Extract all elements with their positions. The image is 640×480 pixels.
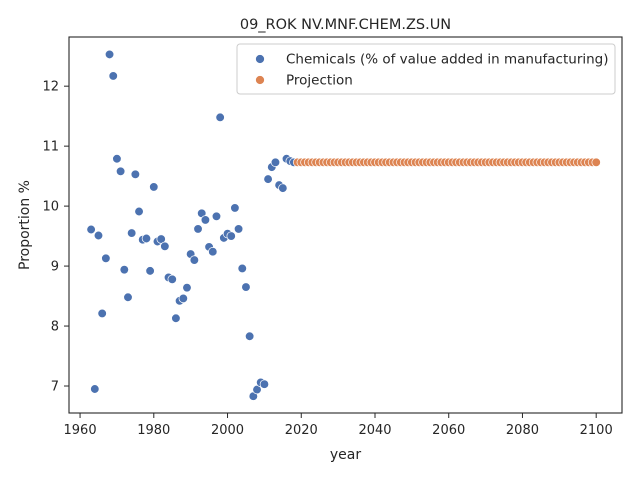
data-point-chemicals-1963 bbox=[86, 224, 96, 235]
data-point-chemicals-1972 bbox=[119, 265, 129, 275]
data-point-chemicals-1979 bbox=[145, 266, 155, 276]
data-point-chemicals-1964 bbox=[90, 384, 100, 394]
data-point-chemicals-1988 bbox=[178, 293, 188, 304]
data-point-chemicals-1978 bbox=[141, 233, 152, 244]
x-tick-label: 2040 bbox=[358, 423, 391, 438]
legend-label-chemicals: Chemicals (% of value added in manufactu… bbox=[286, 52, 609, 68]
y-axis-label: Proportion % bbox=[17, 180, 33, 270]
y-tick-label: 9 bbox=[51, 260, 59, 275]
data-point-chemicals-1986 bbox=[171, 313, 181, 323]
plot-area bbox=[86, 49, 601, 401]
legend: Chemicals (% of value added in manufactu… bbox=[236, 43, 616, 95]
plot-frame bbox=[68, 36, 623, 414]
legend-label-projection: Projection bbox=[286, 73, 353, 89]
data-point-chemicals-1970 bbox=[112, 154, 122, 164]
legend-box bbox=[236, 43, 616, 95]
x-tick-label: 2080 bbox=[506, 423, 539, 438]
data-point-chemicals-1992 bbox=[193, 224, 203, 234]
data-point-chemicals-1967 bbox=[101, 253, 111, 263]
data-point-chemicals-1966 bbox=[97, 308, 107, 319]
data-point-chemicals-2008 bbox=[252, 384, 262, 395]
y-tick-label: 8 bbox=[51, 320, 59, 335]
legend-marker-chemicals bbox=[255, 54, 265, 64]
data-point-chemicals-1969 bbox=[108, 71, 118, 81]
y-tick-label: 7 bbox=[51, 380, 59, 395]
x-tick-label: 2100 bbox=[580, 423, 613, 438]
y-axis: 7 8 9 10 11 12 bbox=[42, 80, 69, 395]
x-axis: 1960 1980 2000 2020 2040 2060 2080 2100 bbox=[64, 413, 613, 438]
data-point-chemicals-1983 bbox=[160, 241, 170, 251]
data-point-chemicals-2006 bbox=[244, 331, 255, 341]
x-tick-label: 1960 bbox=[64, 423, 97, 438]
data-point-chemicals-1975 bbox=[130, 169, 141, 179]
data-point-chemicals-1996 bbox=[208, 247, 218, 257]
data-point-chemicals-1973 bbox=[123, 292, 133, 302]
data-point-chemicals-2015 bbox=[278, 183, 288, 193]
y-tick-label: 12 bbox=[42, 80, 59, 95]
data-point-chemicals-2002 bbox=[230, 203, 240, 213]
data-point-chemicals-2011 bbox=[263, 174, 273, 184]
legend-marker-projection bbox=[255, 75, 265, 85]
data-point-chemicals-1980 bbox=[149, 182, 159, 192]
chart-title: 09_ROK NV.MNF.CHEM.ZS.UN bbox=[240, 17, 451, 33]
data-point-projection-2100 bbox=[591, 157, 601, 167]
data-point-chemicals-1989 bbox=[182, 283, 192, 293]
y-tick-label: 11 bbox=[42, 140, 59, 155]
data-point-chemicals-2004 bbox=[237, 263, 247, 274]
data-point-chemicals-1965 bbox=[93, 230, 104, 241]
data-point-chemicals-1998 bbox=[215, 112, 225, 123]
x-tick-label: 2060 bbox=[432, 423, 465, 438]
x-tick-label: 2020 bbox=[285, 423, 318, 438]
x-tick-label: 1980 bbox=[137, 423, 170, 438]
y-tick-label: 10 bbox=[42, 200, 59, 215]
data-point-chemicals-1976 bbox=[134, 206, 144, 217]
data-point-chemicals-2003 bbox=[233, 224, 244, 234]
data-point-chemicals-2010 bbox=[259, 379, 270, 389]
data-point-chemicals-1997 bbox=[211, 211, 222, 221]
x-axis-label: year bbox=[330, 447, 361, 463]
data-point-chemicals-1982 bbox=[156, 234, 166, 244]
data-point-chemicals-2005 bbox=[241, 282, 251, 292]
data-point-chemicals-1991 bbox=[189, 255, 200, 265]
data-point-chemicals-1974 bbox=[127, 228, 137, 238]
data-point-chemicals-2013 bbox=[270, 157, 281, 167]
data-point-chemicals-1968 bbox=[104, 49, 115, 60]
data-point-chemicals-1971 bbox=[115, 166, 126, 176]
x-tick-label: 2000 bbox=[211, 423, 244, 438]
data-point-chemicals-1994 bbox=[200, 215, 211, 225]
data-point-chemicals-1985 bbox=[167, 274, 177, 284]
data-point-chemicals-2001 bbox=[226, 231, 236, 241]
